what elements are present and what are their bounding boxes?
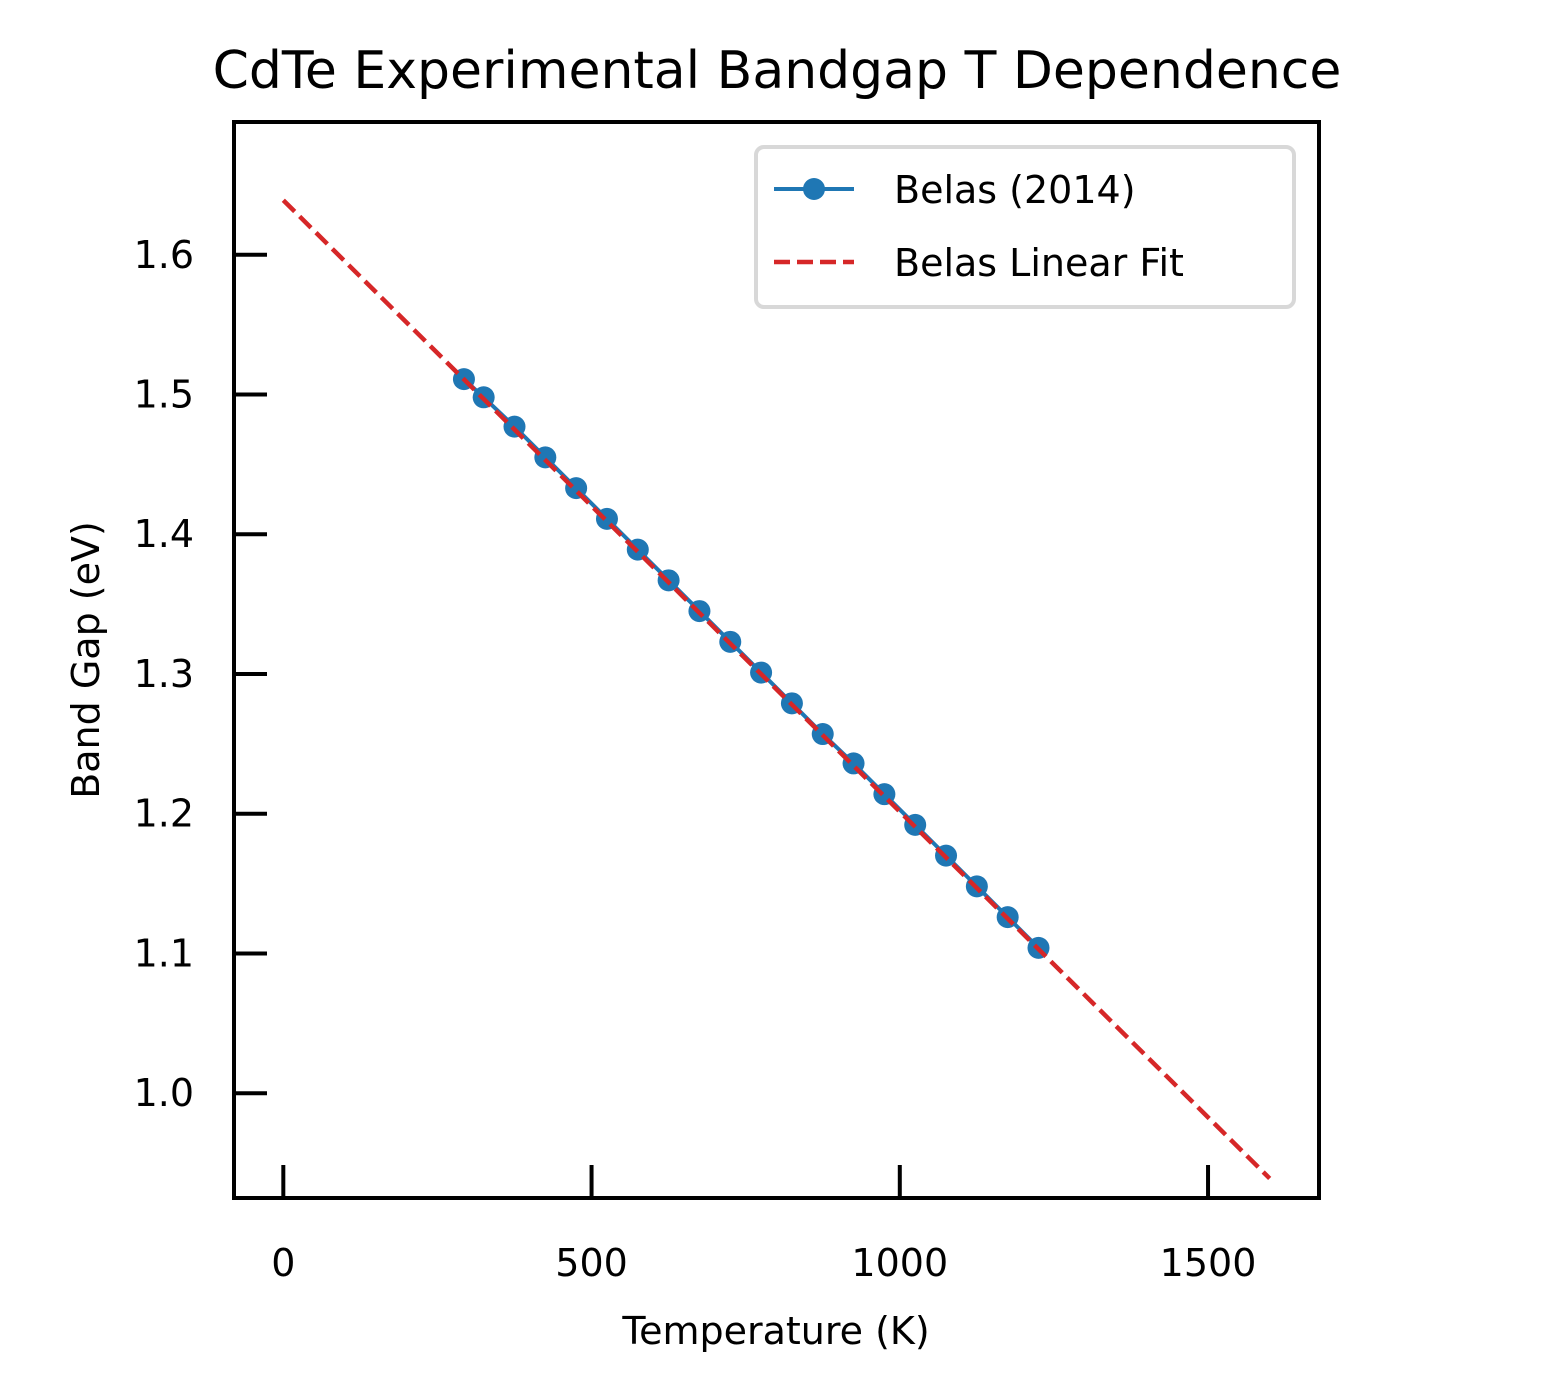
plot-frame <box>232 120 1321 1200</box>
y-tick-label: 1.1 <box>134 931 194 975</box>
legend-label-fit: Belas Linear Fit <box>894 241 1184 285</box>
chart-title: CdTe Experimental Bandgap T Dependence <box>213 41 1342 101</box>
series-layer <box>281 198 1272 1181</box>
x-axis-label: Temperature (K) <box>621 1309 929 1353</box>
x-axis-ticks: 0 500 1000 1500 <box>271 1165 1256 1285</box>
legend-label-belas: Belas (2014) <box>894 168 1136 212</box>
y-axis-ticks: 1.0 1.1 1.2 1.3 1.4 1.5 1.6 <box>134 233 267 1115</box>
x-tick-label: 500 <box>555 1241 628 1285</box>
y-tick-label: 1.6 <box>134 233 194 277</box>
legend-box <box>754 145 1296 309</box>
legend: Belas (2014) Belas Linear Fit <box>754 145 1296 309</box>
series-line-belas-linear-fit <box>281 198 1272 1181</box>
legend-swatch-belas-marker <box>803 178 825 200</box>
y-tick-label: 1.2 <box>134 792 194 836</box>
y-axis-label: Band Gap (eV) <box>64 521 108 799</box>
y-tick-label: 1.4 <box>134 512 194 556</box>
y-tick-label: 1.3 <box>134 652 194 696</box>
x-tick-label: 0 <box>271 1241 295 1285</box>
y-tick-label: 1.0 <box>134 1071 194 1115</box>
x-tick-label: 1000 <box>851 1241 948 1285</box>
y-tick-label: 1.5 <box>134 372 194 416</box>
x-tick-label: 1500 <box>1160 1241 1257 1285</box>
